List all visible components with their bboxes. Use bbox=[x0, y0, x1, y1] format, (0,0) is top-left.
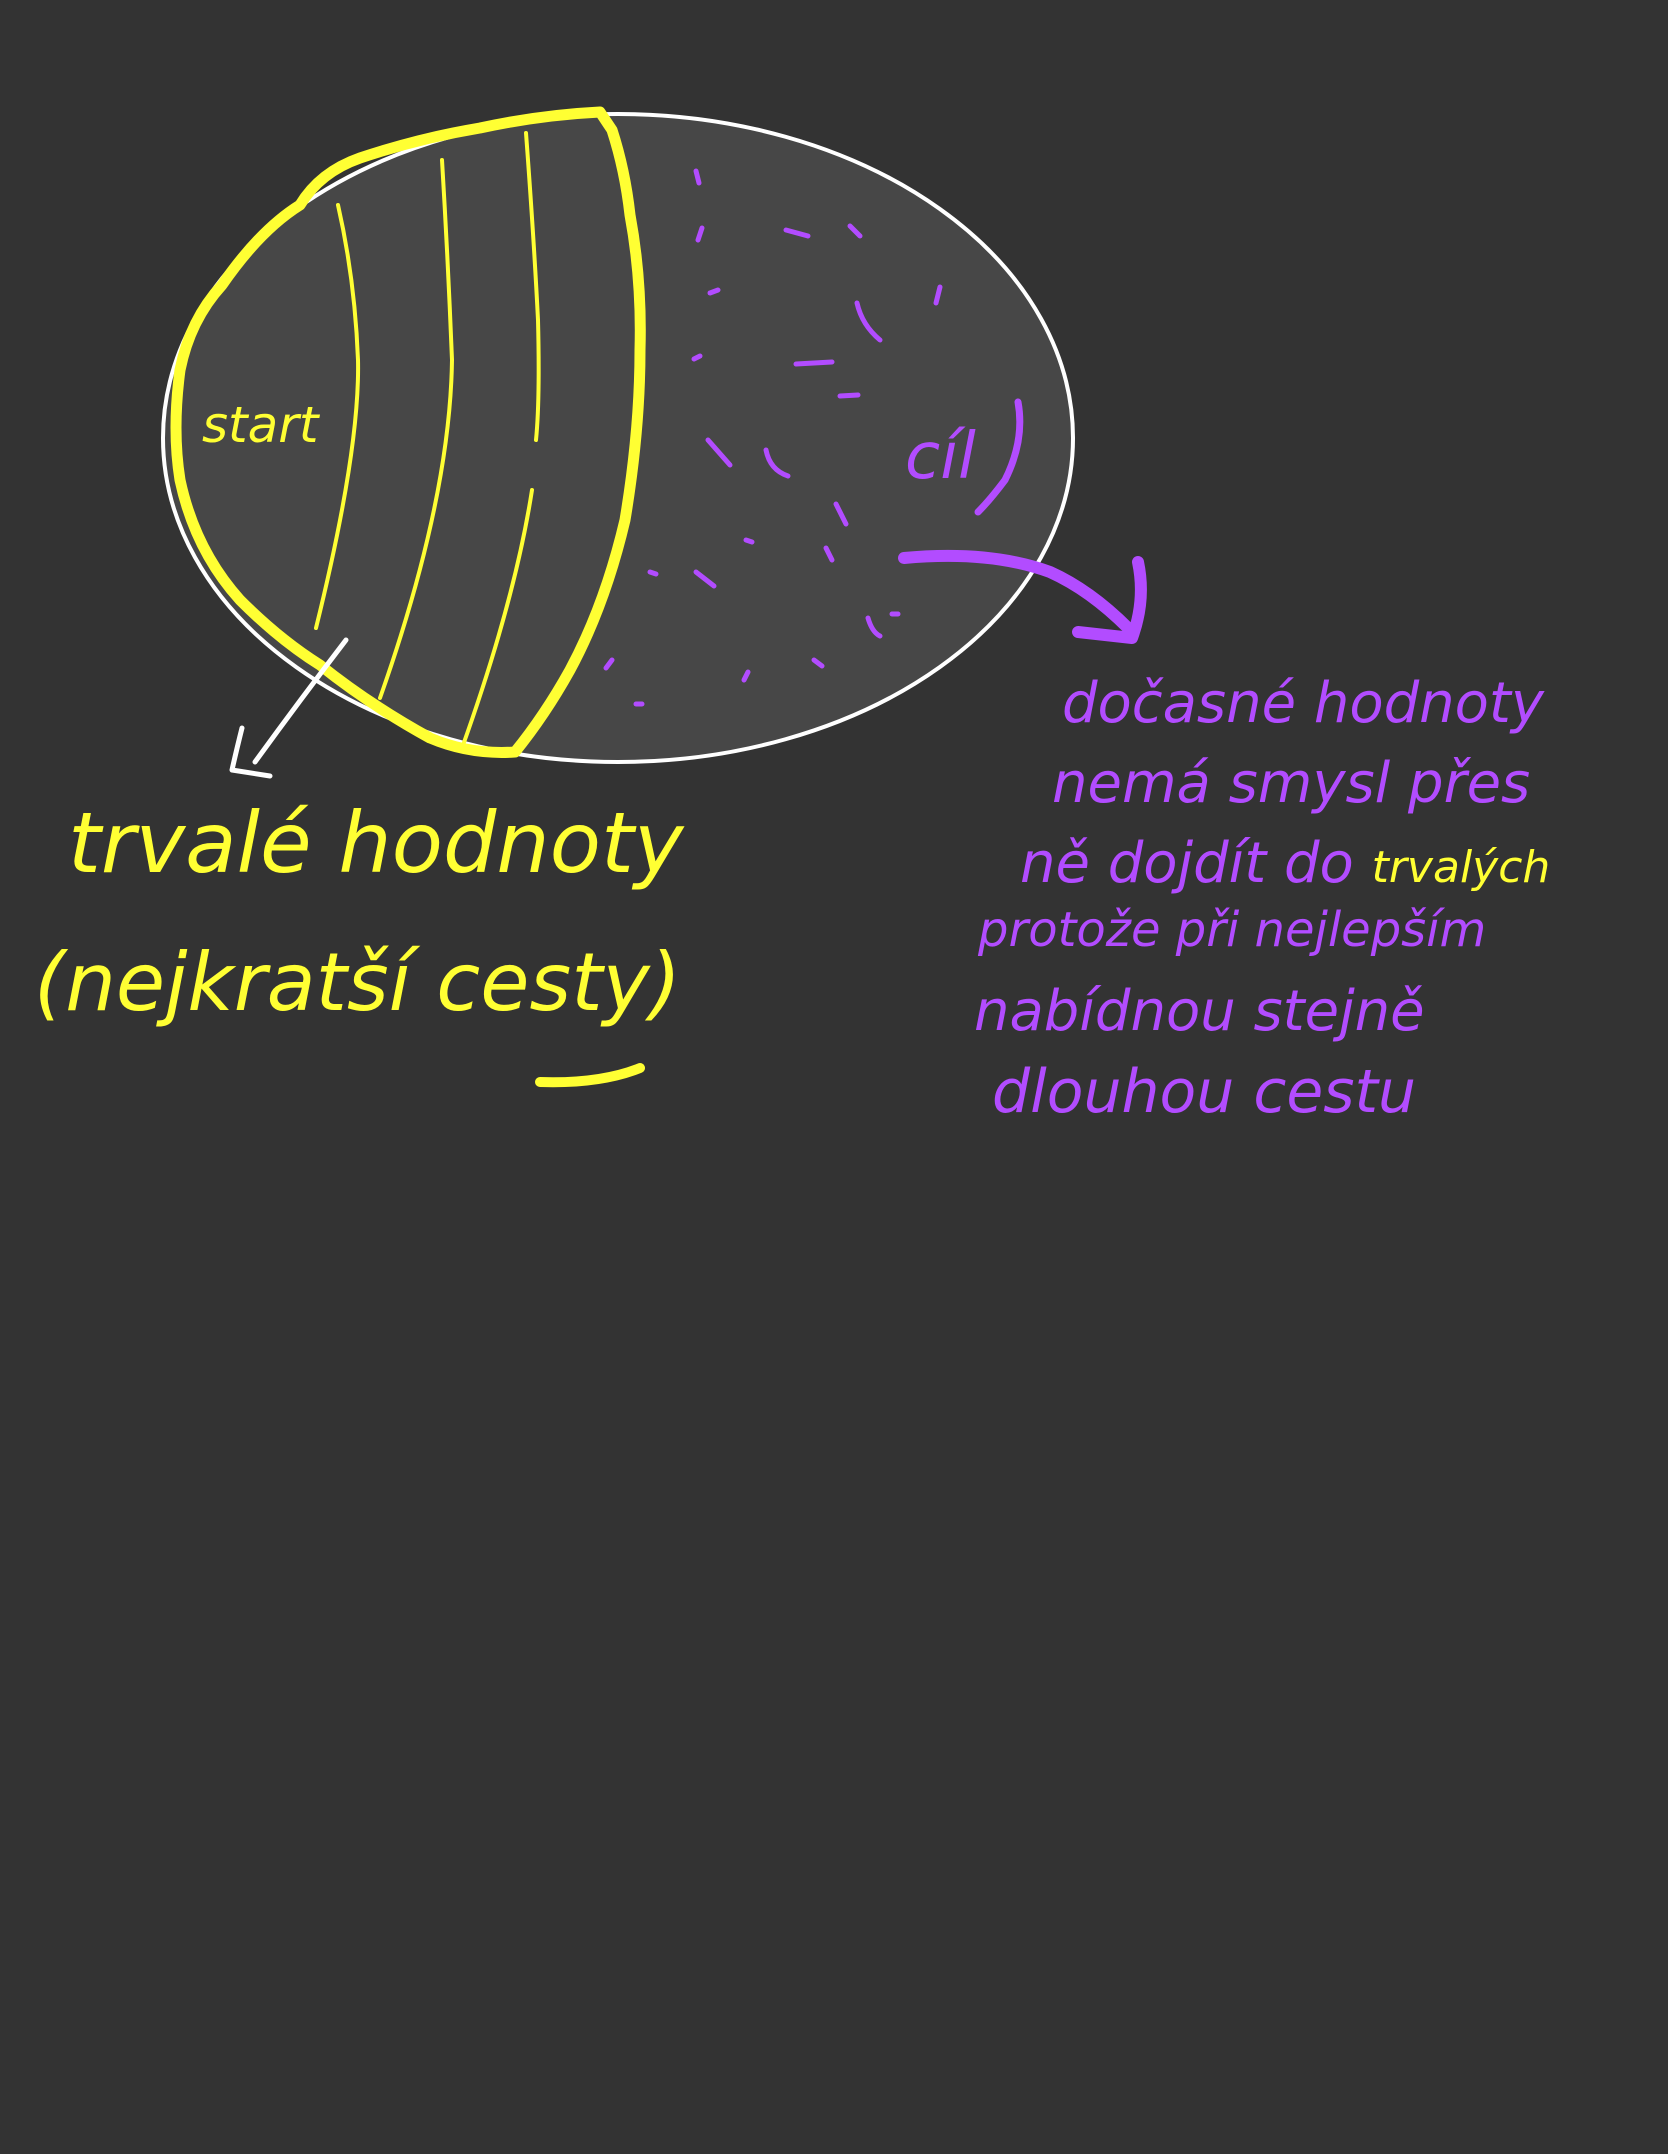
node-mark bbox=[865, 615, 883, 639]
temporary-note-line3b: trvalých bbox=[1372, 842, 1551, 893]
node-mark bbox=[707, 287, 721, 296]
temporary-note-line3a: ně dojdít do bbox=[1020, 831, 1372, 896]
frontier-band-4 bbox=[460, 488, 534, 750]
frontier-band-1 bbox=[314, 203, 361, 630]
temporary-arrow-head bbox=[1072, 556, 1147, 644]
permanent-note-line1: trvalé hodnoty bbox=[68, 794, 685, 892]
node-mark bbox=[647, 569, 659, 577]
node-mark bbox=[833, 501, 849, 527]
temporary-note-line4: protože při nejlepším bbox=[977, 902, 1486, 958]
node-mark bbox=[691, 353, 703, 362]
graph-region bbox=[161, 112, 1075, 764]
node-mark bbox=[793, 359, 835, 367]
permanent-pointer-arrow-head bbox=[229, 725, 273, 779]
node-mark bbox=[763, 447, 791, 479]
temporary-note-line1: dočasné hodnoty bbox=[1062, 671, 1545, 736]
temporary-note-line3: ně dojdít do trvalých bbox=[1020, 831, 1550, 896]
permanent-note-line2: (nejkratší cesty) bbox=[34, 936, 681, 1029]
node-mark bbox=[847, 223, 863, 239]
start-label: start bbox=[202, 396, 321, 454]
node-mark bbox=[603, 657, 615, 671]
node-mark bbox=[811, 657, 825, 669]
node-mark bbox=[743, 537, 755, 545]
node-mark bbox=[854, 300, 883, 343]
temporary-note-line5: nabídnou stejně bbox=[974, 979, 1425, 1044]
node-mark bbox=[837, 392, 861, 399]
permanent-note-underline bbox=[535, 1063, 645, 1088]
permanent-region-outline bbox=[170, 106, 646, 758]
node-mark bbox=[933, 284, 943, 306]
node-mark bbox=[695, 225, 705, 243]
frontier-band-3 bbox=[524, 131, 541, 442]
goal-bracket bbox=[974, 398, 1024, 516]
goal-label: cíl bbox=[905, 420, 976, 494]
node-mark bbox=[741, 669, 751, 683]
node-mark bbox=[823, 545, 835, 563]
node-mark bbox=[783, 227, 811, 239]
permanent-pointer-arrow bbox=[252, 637, 349, 765]
node-mark bbox=[705, 437, 733, 468]
node-mark bbox=[693, 569, 717, 589]
temporary-arrow bbox=[898, 549, 1134, 634]
frontier-band-2 bbox=[378, 158, 455, 700]
temporary-note-line2: nemá smysl přes bbox=[1052, 751, 1530, 816]
temporary-note-line6: dlouhou cestu bbox=[992, 1057, 1416, 1127]
node-mark bbox=[693, 168, 702, 186]
temporary-node-marks bbox=[603, 168, 943, 707]
